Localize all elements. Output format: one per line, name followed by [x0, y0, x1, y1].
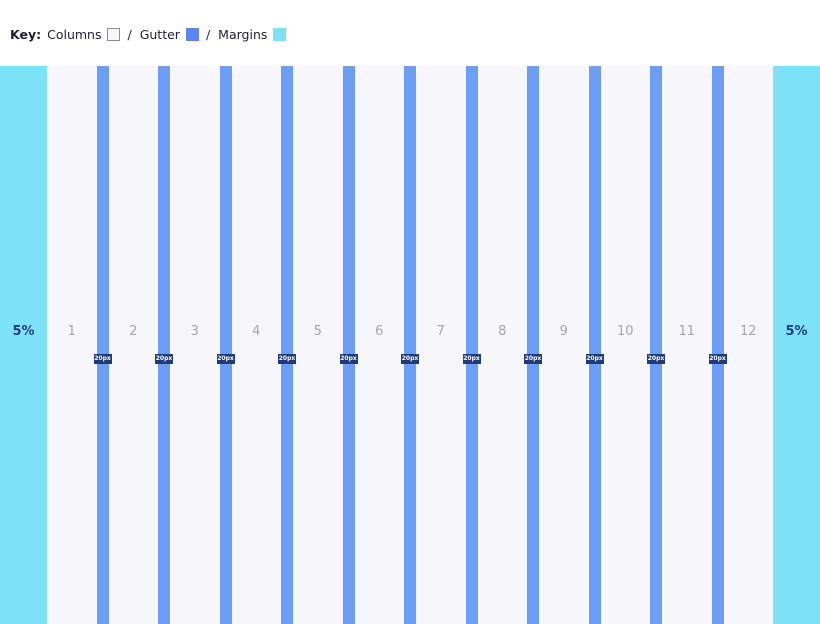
gutter: 20px: [278, 66, 296, 624]
gutter: 20px: [216, 66, 235, 624]
gutter-width-badge: 20px: [647, 354, 665, 364]
column-number: 1: [67, 323, 76, 339]
column: 5: [293, 66, 343, 624]
column: 6: [355, 66, 405, 624]
left-margin: 5%: [0, 66, 47, 624]
gutter: 20px: [155, 66, 173, 624]
key-label: Key:: [10, 26, 42, 42]
gutter-width-badge: 20px: [339, 354, 358, 364]
column-number: 11: [678, 323, 696, 339]
gutter-width-badge: 20px: [216, 354, 235, 364]
column-number: 5: [313, 323, 322, 339]
gutter-width-badge: 20px: [462, 354, 481, 364]
column: 9: [539, 66, 589, 624]
column-number: 6: [375, 323, 384, 339]
gutter: 20px: [524, 66, 542, 624]
columns-area: 1 20px 2 20px 3 20px 4 20px 5 20px 6 20px 7 20px 8 20px…: [47, 66, 773, 624]
gutter-width-badge: 20px: [93, 354, 112, 364]
legend-key: Key: Columns / Gutter / Margins: [10, 26, 293, 42]
gutter-width-badge: 20px: [708, 354, 727, 364]
gutter-width-badge: 20px: [524, 354, 542, 364]
gutter-width-badge: 20px: [585, 354, 604, 364]
column: 7: [416, 66, 466, 624]
column: 4: [232, 66, 282, 624]
column: 12: [724, 66, 774, 624]
column: 1: [47, 66, 97, 624]
gutter-width-badge: 20px: [278, 354, 296, 364]
column-number: 10: [616, 323, 634, 339]
margins-swatch: [273, 27, 287, 41]
gutter: 20px: [585, 66, 604, 624]
gutter-width-badge: 20px: [155, 354, 173, 364]
columns-swatch: [107, 27, 121, 41]
key-gutter-label: Gutter: [139, 26, 180, 42]
column-number: 4: [252, 323, 261, 339]
gutter-swatch: [185, 27, 199, 41]
column-number: 9: [559, 323, 568, 339]
gutter-width-badge: 20px: [401, 354, 419, 364]
column: 3: [170, 66, 220, 624]
gutter: 20px: [462, 66, 481, 624]
column-number: 2: [129, 323, 138, 339]
gutter: 20px: [708, 66, 727, 624]
column-number: 8: [498, 323, 507, 339]
gutter: 20px: [647, 66, 665, 624]
key-separator: /: [127, 26, 132, 42]
column-number: 3: [190, 323, 199, 339]
gutter: 20px: [401, 66, 419, 624]
grid-diagram: 5% 1 20px 2 20px 3 20px 4 20px 5 20px 6 20px 7 20px 8 2…: [0, 66, 820, 624]
key-separator: /: [205, 26, 211, 42]
gutter: 20px: [93, 66, 112, 624]
column-number: 7: [436, 323, 445, 339]
column: 11: [662, 66, 712, 624]
column: 8: [478, 66, 528, 624]
column: 10: [601, 66, 651, 624]
right-margin-label: 5%: [785, 323, 808, 339]
gutter: 20px: [339, 66, 358, 624]
column: 2: [109, 66, 159, 624]
key-margins-label: Margins: [218, 26, 268, 42]
right-margin: 5%: [773, 66, 820, 624]
column-number: 12: [739, 323, 757, 339]
key-columns-label: Columns: [47, 26, 102, 42]
left-margin-label: 5%: [12, 323, 35, 339]
